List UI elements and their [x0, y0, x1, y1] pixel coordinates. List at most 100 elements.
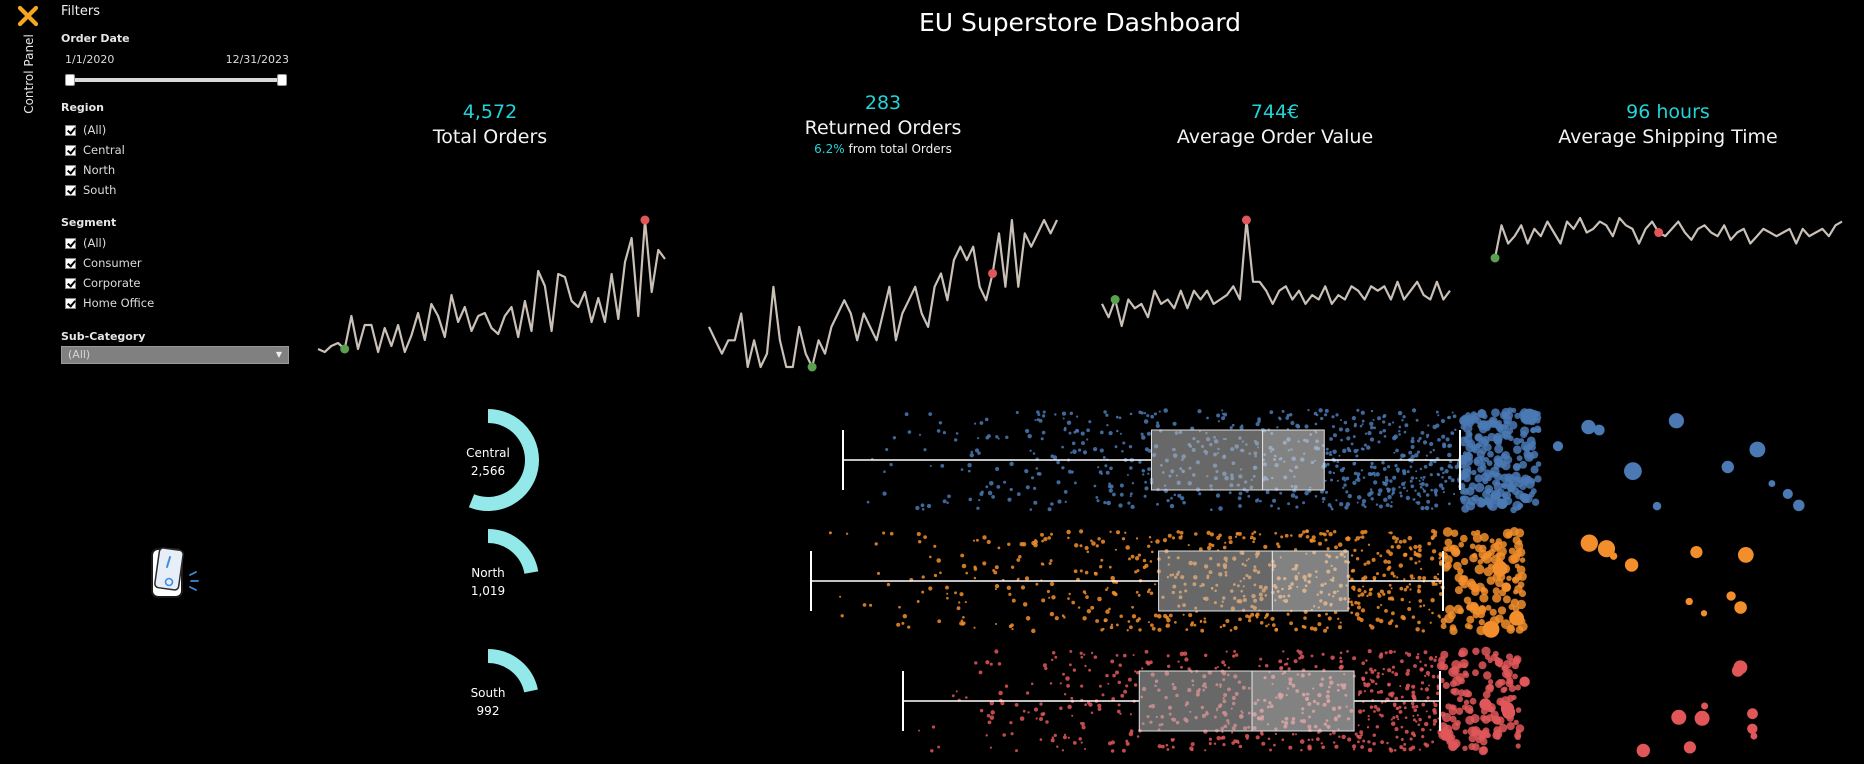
boxplot-point[interactable] — [1072, 741, 1077, 745]
boxplot-point[interactable] — [1380, 740, 1384, 744]
boxplot-point[interactable] — [989, 662, 993, 666]
boxplot-point[interactable] — [1144, 649, 1149, 654]
boxplot-point[interactable] — [1353, 548, 1357, 553]
boxplot-point[interactable] — [1419, 660, 1422, 663]
boxplot-point[interactable] — [959, 592, 964, 597]
boxplot-outlier[interactable] — [1593, 424, 1605, 436]
boxplot-point[interactable] — [1259, 621, 1264, 625]
boxplot-point[interactable] — [959, 621, 964, 626]
boxplot-point[interactable] — [1412, 714, 1415, 717]
boxplot-point[interactable] — [1512, 500, 1523, 511]
boxplot-point[interactable] — [1091, 541, 1096, 546]
boxplot-point[interactable] — [1402, 747, 1407, 752]
boxplot-point[interactable] — [1075, 428, 1079, 432]
boxplot-point[interactable] — [1332, 741, 1336, 744]
boxplot-point[interactable] — [1413, 708, 1417, 712]
boxplot-point[interactable] — [1074, 543, 1079, 548]
boxplot-point[interactable] — [960, 553, 965, 558]
boxplot-point[interactable] — [1437, 614, 1441, 618]
boxplot-point[interactable] — [1299, 654, 1305, 660]
boxplot-point[interactable] — [1366, 445, 1371, 450]
boxplot-point[interactable] — [1424, 505, 1430, 511]
checkbox-icon[interactable] — [65, 257, 76, 269]
boxplot-point[interactable] — [1341, 734, 1346, 740]
boxplot-point[interactable] — [1066, 684, 1070, 688]
boxplot-point[interactable] — [1098, 684, 1102, 688]
boxplot-point[interactable] — [1387, 560, 1391, 565]
boxplot-point[interactable] — [1445, 437, 1450, 442]
boxplot-point[interactable] — [1259, 499, 1262, 503]
boxplot-point[interactable] — [1321, 652, 1325, 656]
boxplot-point[interactable] — [1478, 619, 1485, 626]
boxplot-point[interactable] — [1422, 576, 1427, 581]
boxplot-point[interactable] — [1449, 704, 1455, 710]
boxplot-point[interactable] — [1391, 490, 1396, 495]
boxplot-point[interactable] — [1442, 681, 1450, 690]
boxplot-point[interactable] — [1418, 599, 1423, 603]
boxplot-point[interactable] — [1144, 480, 1147, 484]
checkbox-icon[interactable] — [65, 124, 76, 136]
boxplot-point[interactable] — [1398, 540, 1403, 544]
boxplot-point[interactable] — [1534, 475, 1542, 483]
checkbox-icon[interactable] — [65, 164, 76, 176]
boxplot-point[interactable] — [1360, 745, 1364, 749]
boxplot-point[interactable] — [1344, 505, 1349, 510]
boxplot-point[interactable] — [1360, 592, 1365, 597]
boxplot-point[interactable] — [1492, 587, 1500, 595]
boxplot-point[interactable] — [1423, 464, 1428, 469]
boxplot-point[interactable] — [1357, 709, 1363, 714]
boxplot-point[interactable] — [1367, 430, 1372, 436]
boxplot-point[interactable] — [1222, 742, 1226, 747]
boxplot-point[interactable] — [1099, 565, 1103, 569]
boxplot-point[interactable] — [1414, 453, 1419, 458]
boxplot-point[interactable] — [1015, 749, 1018, 753]
boxplot-point[interactable] — [1062, 735, 1067, 740]
boxplot-point[interactable] — [1102, 456, 1106, 459]
boxplot-point[interactable] — [1118, 503, 1123, 508]
boxplot-point[interactable] — [1513, 437, 1521, 446]
boxplot-point[interactable] — [997, 546, 1001, 550]
boxplot-point[interactable] — [1396, 544, 1401, 550]
boxplot-point[interactable] — [1300, 533, 1304, 536]
boxplot-point[interactable] — [958, 601, 961, 604]
boxplot-point[interactable] — [1368, 623, 1372, 628]
boxplot-point[interactable] — [1330, 478, 1333, 482]
segment-option-consumer[interactable]: Consumer — [65, 255, 142, 271]
boxplot-point[interactable] — [1372, 741, 1376, 746]
boxplot-point[interactable] — [1137, 617, 1141, 621]
boxplot-point[interactable] — [1054, 413, 1057, 416]
boxplot-point[interactable] — [1129, 495, 1132, 498]
boxplot-point[interactable] — [1286, 657, 1289, 661]
boxplot-point[interactable] — [1459, 575, 1467, 583]
boxplot-point[interactable] — [1086, 438, 1089, 441]
boxplot-point[interactable] — [1269, 748, 1272, 752]
boxplot-point[interactable] — [1378, 504, 1383, 509]
boxplot-point[interactable] — [1352, 588, 1356, 592]
boxplot-point[interactable] — [1364, 432, 1368, 435]
boxplot-point[interactable] — [1167, 533, 1172, 538]
boxplot-point[interactable] — [1403, 587, 1408, 592]
boxplot-outlier[interactable] — [1671, 709, 1687, 725]
boxplot-point[interactable] — [1406, 668, 1411, 673]
boxplot-point[interactable] — [1508, 547, 1516, 555]
boxplot-point[interactable] — [1122, 653, 1127, 658]
boxplot-outlier[interactable] — [1749, 441, 1766, 458]
boxplot-point[interactable] — [1432, 424, 1437, 430]
boxplot-point[interactable] — [1423, 650, 1428, 655]
boxplot-point[interactable] — [1388, 649, 1393, 655]
boxplot-point[interactable] — [1321, 496, 1326, 501]
boxplot-point[interactable] — [1109, 466, 1113, 471]
boxplot-point[interactable] — [1383, 559, 1388, 564]
boxplot-point[interactable] — [1527, 444, 1533, 451]
boxplot-point[interactable] — [1042, 663, 1047, 668]
boxplot-point[interactable] — [1015, 410, 1019, 415]
boxplot-point[interactable] — [1110, 749, 1115, 753]
boxplot-point[interactable] — [1421, 629, 1425, 633]
boxplot-point[interactable] — [1037, 413, 1041, 417]
boxplot-point[interactable] — [1221, 416, 1226, 421]
boxplot-point[interactable] — [1398, 433, 1401, 436]
boxplot-point[interactable] — [1489, 538, 1495, 544]
boxplot-point[interactable] — [1215, 493, 1221, 498]
boxplot-point[interactable] — [1325, 451, 1329, 455]
boxplot-point[interactable] — [1121, 537, 1126, 541]
